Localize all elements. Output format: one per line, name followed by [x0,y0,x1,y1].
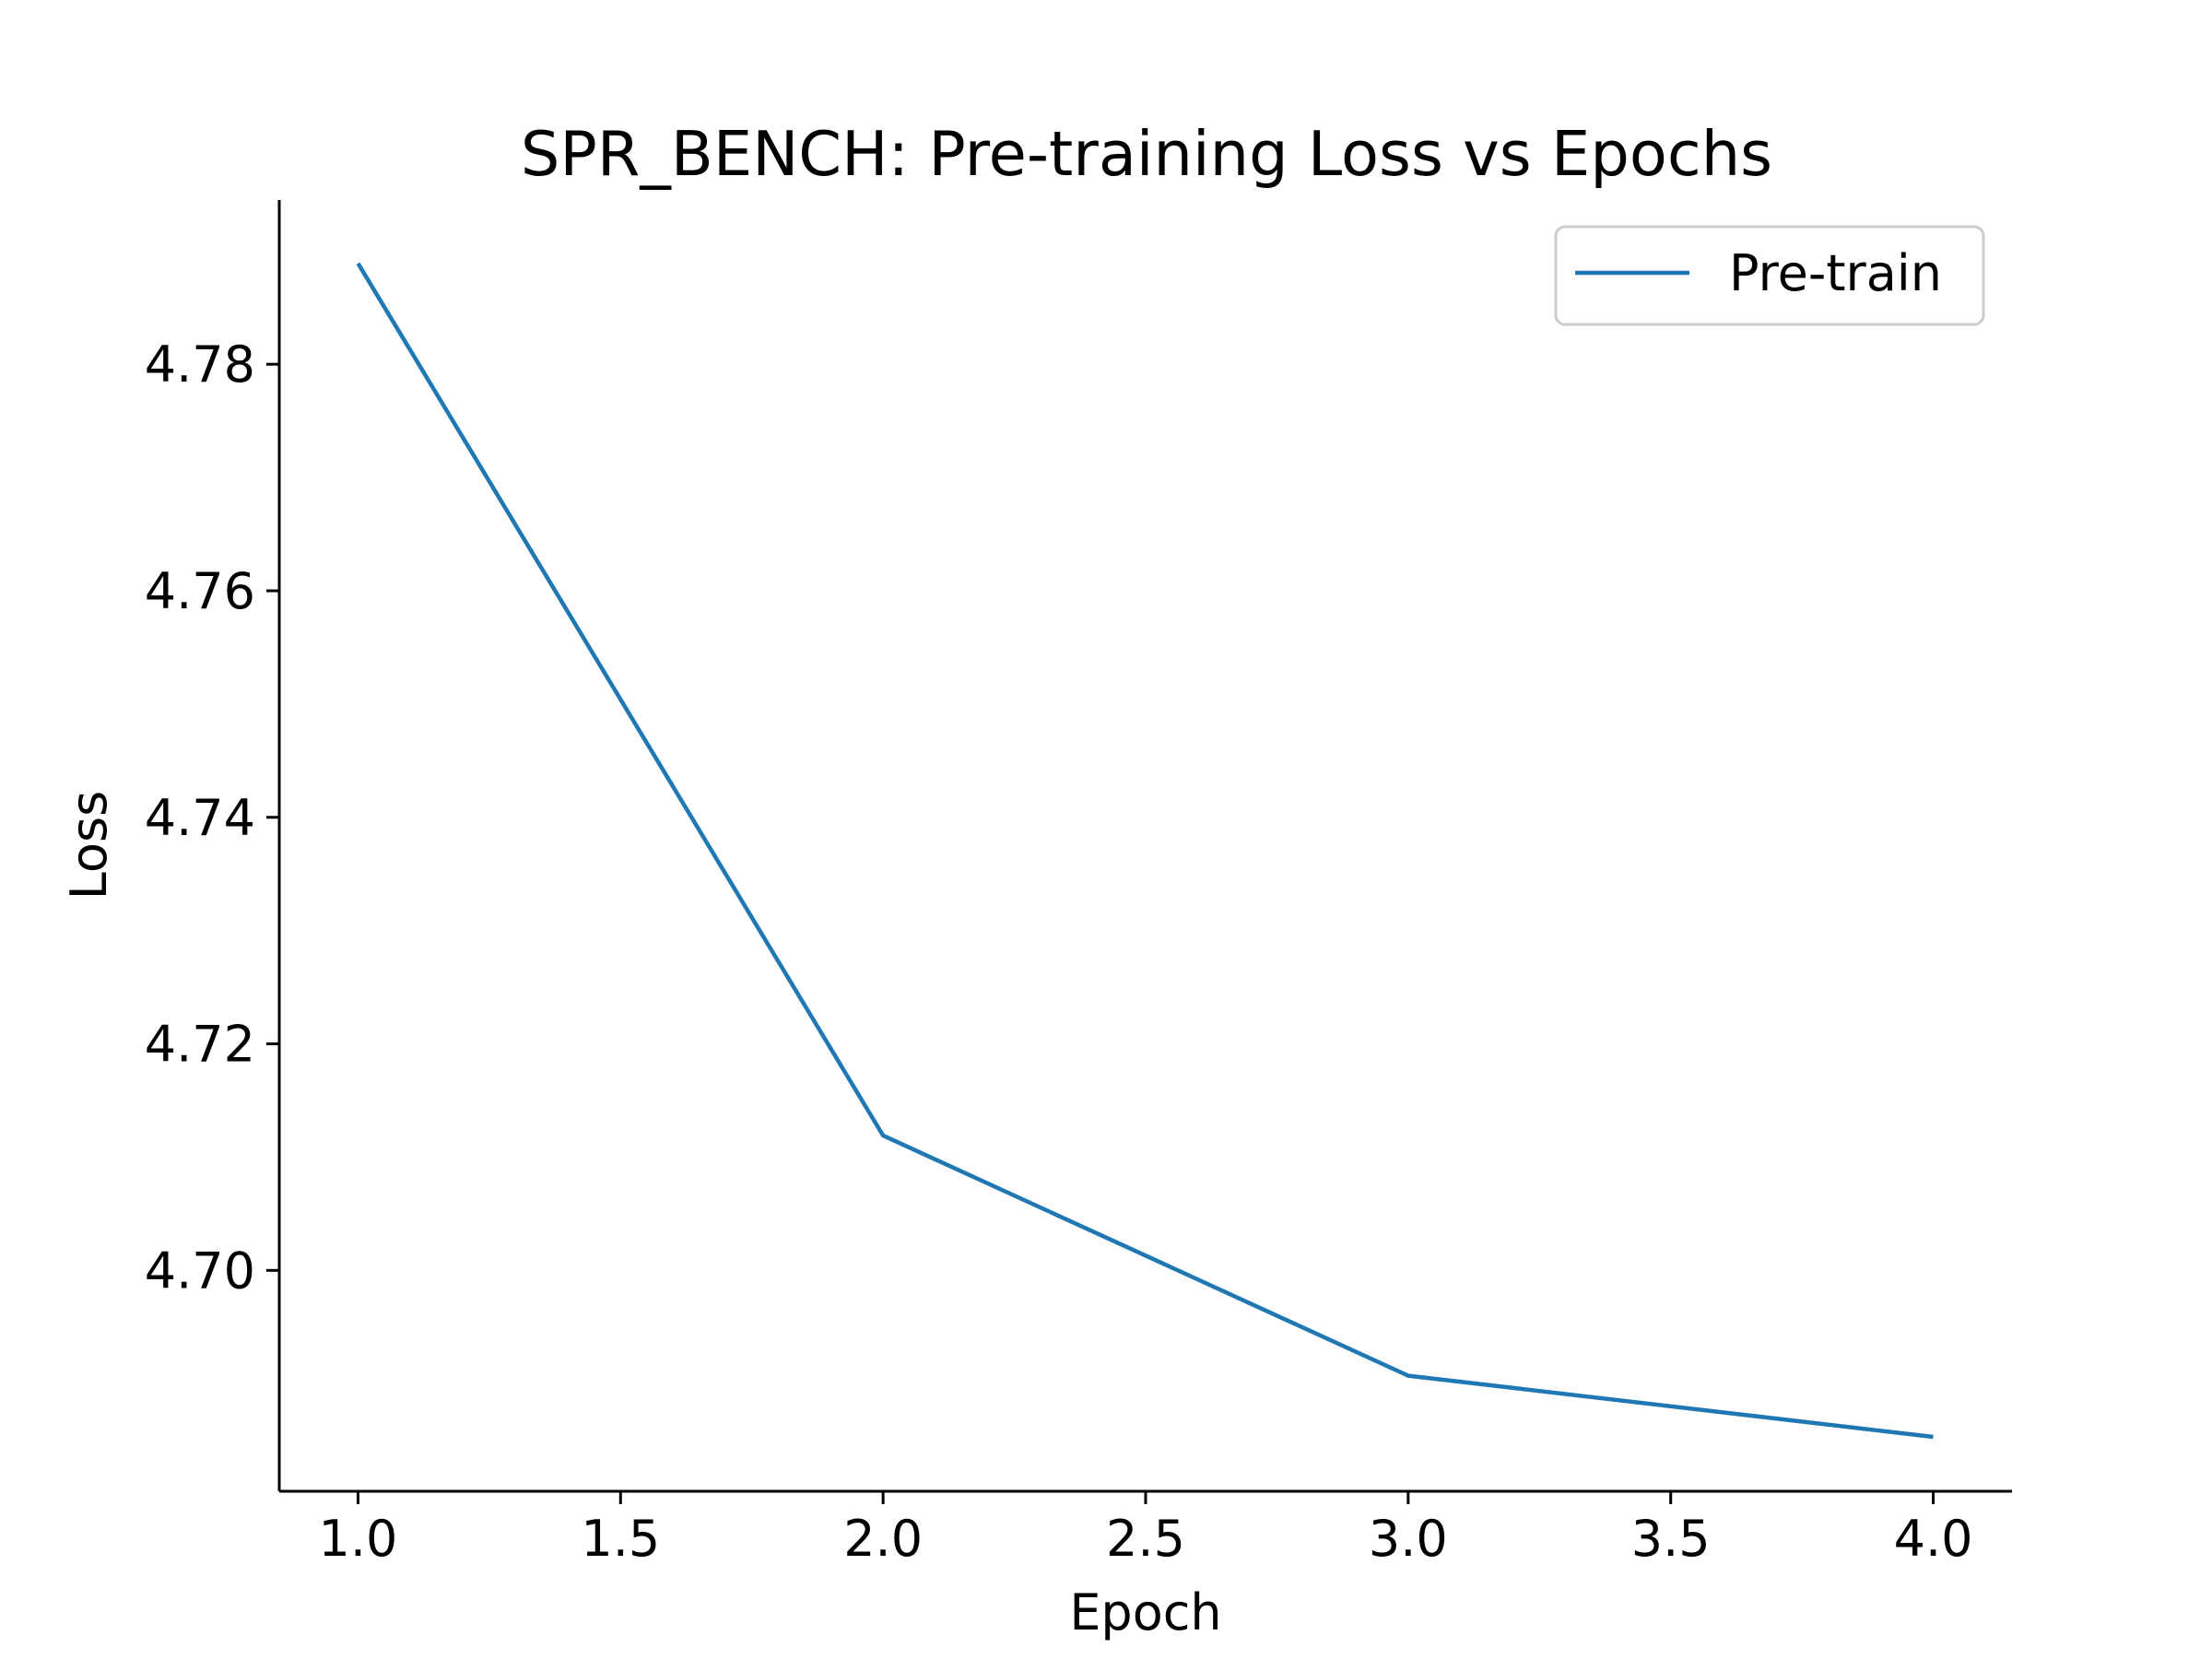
x-axis-ticks: 1.0 1.5 2.0 2.5 3.0 3.5 4.0 [319,1491,1973,1568]
x-tick-label: 3.5 [1631,1510,1711,1568]
y-axis-label: Loss [60,791,118,900]
y-tick-label: 4.76 [145,562,255,620]
legend: Pre-train [1554,225,1985,326]
series-line-pre-train [356,262,1934,1440]
legend-frame [1554,225,1985,326]
y-tick-label: 4.74 [145,789,255,847]
series-layer [356,262,1934,1440]
y-tick-label: 4.72 [145,1016,255,1074]
x-tick-label: 1.5 [581,1510,660,1568]
x-tick-label: 3.0 [1369,1510,1448,1568]
x-tick-label: 1.0 [319,1510,398,1568]
y-tick-label: 4.70 [145,1241,255,1300]
chart-title: SPR_BENCH: Pre-training Loss vs Epochs [521,118,1772,190]
x-tick-label: 2.5 [1106,1510,1185,1568]
y-tick-label: 4.78 [145,335,255,394]
legend-label-pre-train: Pre-train [1729,244,1942,302]
x-tick-label: 4.0 [1894,1510,1973,1568]
x-tick-label: 2.0 [843,1510,923,1568]
x-axis-label: Epoch [1069,1583,1221,1641]
plot-area: 1.0 1.5 2.0 2.5 3.0 3.5 4.0 4.704.724.744.764.… [145,200,2012,1568]
y-axis-ticks: 4.70 4.72 4.74 4.76 4.78 [145,335,279,1300]
